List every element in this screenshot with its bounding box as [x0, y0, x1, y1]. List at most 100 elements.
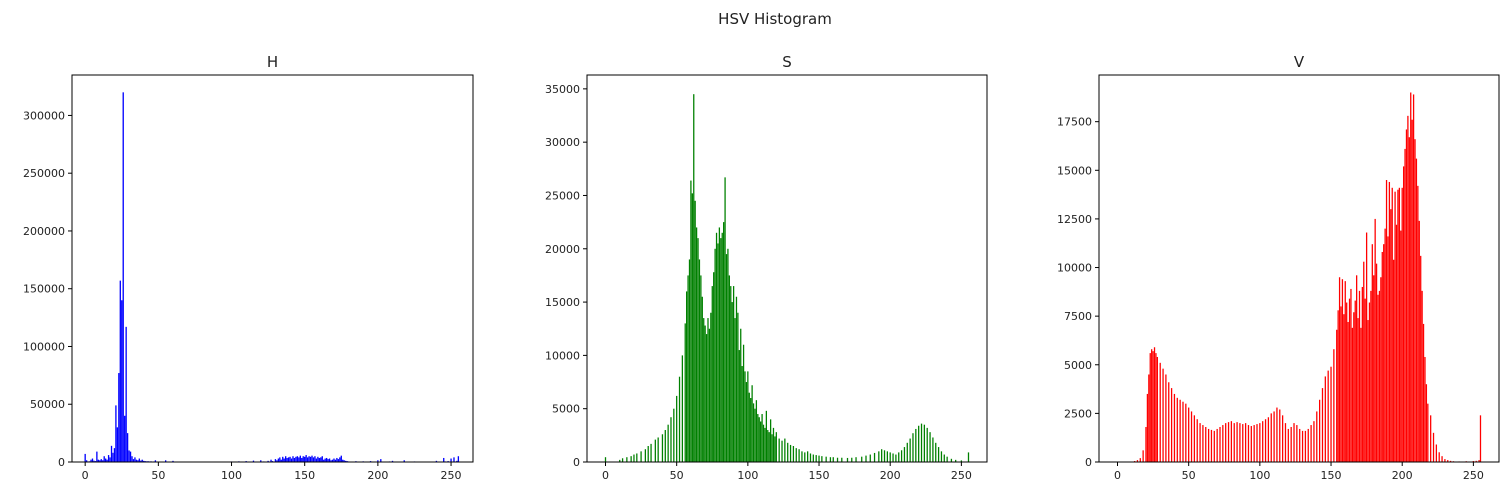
s-bar	[676, 395, 678, 462]
s-bar	[678, 376, 681, 462]
s-bar	[744, 371, 746, 462]
s-bar	[687, 275, 689, 462]
v-bar	[1365, 232, 1368, 462]
h-bar	[100, 459, 102, 462]
s-bar	[789, 444, 792, 462]
s-bar	[688, 259, 691, 462]
v-bar	[1242, 424, 1244, 462]
h-bar	[116, 427, 119, 462]
h-bar	[339, 457, 341, 462]
s-bar	[898, 452, 900, 462]
v-bar	[1227, 422, 1230, 462]
s-bar	[698, 259, 701, 462]
v-bar	[1427, 403, 1429, 462]
h-bar	[119, 280, 121, 462]
s-bar	[717, 243, 719, 462]
h-bar	[115, 405, 117, 462]
h-bar	[456, 460, 458, 462]
s-bar	[769, 419, 772, 462]
h-bar	[309, 456, 312, 462]
s-bar	[703, 318, 705, 462]
v-bar	[1344, 281, 1346, 462]
h-bar	[172, 460, 174, 462]
h-bar	[283, 458, 285, 462]
s-bar	[700, 275, 702, 462]
h-ytick-label: 150000	[23, 283, 65, 296]
v-bar	[1304, 430, 1307, 462]
v-bar	[1444, 459, 1446, 462]
h-ytick-label: 0	[58, 456, 65, 469]
v-bar	[1148, 374, 1150, 462]
v-bar	[1299, 428, 1301, 462]
v-bar	[1236, 422, 1238, 462]
h-xtick-label: 250	[441, 469, 462, 482]
s-bar	[657, 437, 659, 462]
s-bar	[906, 442, 908, 462]
v-bar	[1185, 403, 1187, 462]
s-bar	[720, 238, 722, 462]
v-bar	[1415, 158, 1418, 462]
h-bar	[377, 460, 379, 462]
s-xtick-label: 200	[880, 469, 901, 482]
v-bar	[1281, 415, 1284, 462]
v-bar	[1279, 409, 1281, 462]
s-bar	[758, 417, 760, 462]
v-bar	[1374, 218, 1376, 462]
s-bar	[915, 428, 917, 462]
v-bar	[1422, 323, 1425, 462]
s-bar	[846, 457, 849, 462]
s-xtick-label: 150	[809, 469, 830, 482]
s-bar	[920, 423, 923, 462]
v-bar	[1421, 290, 1423, 462]
s-bar	[836, 457, 839, 462]
v-bar	[1136, 460, 1139, 462]
s-bar	[694, 200, 696, 463]
h-bar	[299, 455, 301, 462]
s-bar	[809, 453, 812, 462]
s-bar	[710, 312, 712, 462]
s-ytick-label: 30000	[545, 136, 580, 149]
v-bar	[1267, 417, 1270, 462]
v-histogram-panel: V0 50 100 150 200 250025005000750010000125001…	[1057, 53, 1500, 482]
s-bar	[869, 454, 871, 462]
s-bar	[912, 433, 914, 462]
h-bar	[143, 460, 145, 462]
h-bar	[105, 458, 107, 462]
v-bar	[1402, 166, 1405, 462]
v-bar	[1162, 368, 1164, 462]
v-bar	[1152, 351, 1154, 462]
s-bar	[937, 447, 940, 462]
h-bar	[90, 459, 92, 462]
v-bar	[1346, 302, 1348, 462]
h-bar	[289, 456, 291, 462]
h-bar	[435, 460, 438, 462]
s-bar	[829, 457, 832, 462]
v-bar	[1398, 187, 1400, 463]
h-bar	[317, 456, 319, 462]
v-bar	[1321, 388, 1324, 462]
h-bar	[320, 457, 322, 462]
h-panel-title: H	[267, 53, 278, 71]
v-bar	[1170, 388, 1173, 462]
s-bar	[711, 286, 713, 462]
s-bar	[752, 403, 755, 462]
s-bar	[918, 425, 920, 462]
v-bar	[1190, 411, 1193, 462]
h-bar	[121, 300, 123, 462]
s-bar	[923, 424, 926, 462]
v-xtick-label: 0	[1114, 469, 1121, 482]
h-bar	[138, 458, 140, 462]
s-bar	[804, 452, 806, 462]
h-bar	[457, 456, 460, 462]
v-bar	[1371, 244, 1373, 462]
h-bar	[343, 460, 345, 462]
s-bars	[604, 94, 970, 463]
h-bar	[126, 433, 129, 462]
h-bar	[312, 457, 315, 462]
s-xtick-label: 0	[602, 469, 609, 482]
v-bar	[1384, 228, 1386, 462]
s-bar	[950, 458, 953, 462]
s-bar	[750, 398, 752, 462]
v-bar	[1205, 426, 1207, 462]
v-bar	[1405, 129, 1408, 462]
